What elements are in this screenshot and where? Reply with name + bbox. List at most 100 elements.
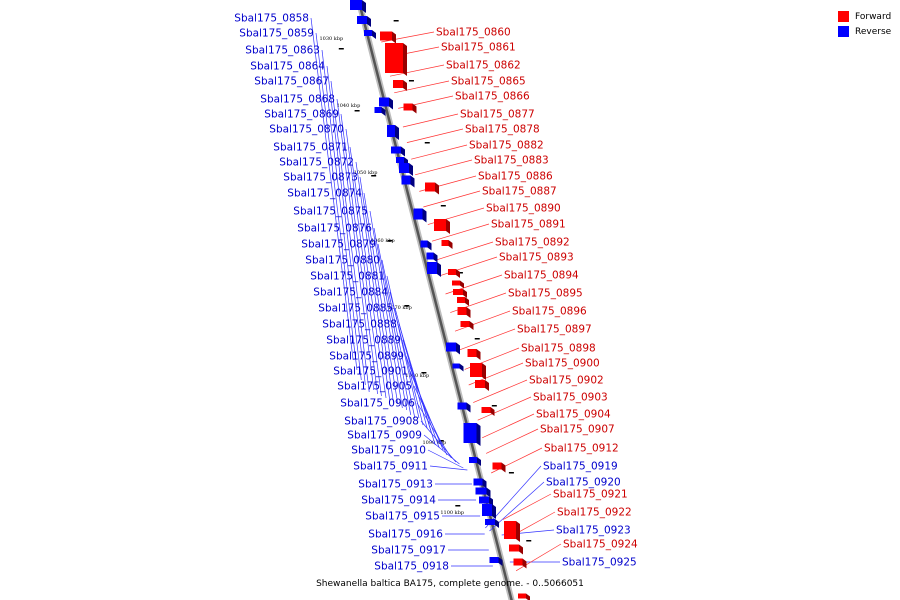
reverse-feature-4[interactable] bbox=[379, 97, 393, 110]
reverse-feature-24[interactable] bbox=[485, 519, 499, 528]
gene-label-sbal175-0909[interactable]: Sbal175_0909 bbox=[347, 430, 422, 442]
gene-label-sbal175-0925[interactable]: Sbal175_0925 bbox=[562, 557, 637, 569]
forward-feature-18[interactable] bbox=[492, 462, 506, 473]
forward-feature-19[interactable] bbox=[504, 521, 520, 542]
forward-feature-16[interactable] bbox=[475, 380, 489, 391]
gene-label-sbal175-0903[interactable]: Sbal175_0903 bbox=[533, 392, 608, 404]
gene-label-sbal175-0872[interactable]: Sbal175_0872 bbox=[279, 157, 354, 169]
gene-label-sbal175-0886[interactable]: Sbal175_0886 bbox=[478, 171, 553, 183]
gene-label-sbal175-0892[interactable]: Sbal175_0892 bbox=[495, 237, 570, 249]
gene-label-sbal175-0861[interactable]: Sbal175_0861 bbox=[441, 42, 516, 54]
gene-label-sbal175-0900[interactable]: Sbal175_0900 bbox=[525, 358, 600, 370]
gene-label-sbal175-0908[interactable]: Sbal175_0908 bbox=[344, 416, 419, 428]
gene-label-sbal175-0890[interactable]: Sbal175_0890 bbox=[486, 203, 561, 215]
reverse-feature-2[interactable] bbox=[357, 16, 371, 27]
reverse-feature-6[interactable] bbox=[387, 125, 399, 140]
reverse-feature-7[interactable] bbox=[391, 146, 405, 157]
reverse-feature-23[interactable] bbox=[482, 504, 496, 519]
gene-label-sbal175-0923[interactable]: Sbal175_0923 bbox=[556, 525, 631, 537]
gene-label-sbal175-0865[interactable]: Sbal175_0865 bbox=[451, 76, 526, 88]
gene-label-sbal175-0899[interactable]: Sbal175_0899 bbox=[329, 351, 404, 363]
gene-label-sbal175-0897[interactable]: Sbal175_0897 bbox=[517, 324, 592, 336]
gene-label-sbal175-0874[interactable]: Sbal175_0874 bbox=[287, 188, 362, 200]
gene-label-sbal175-0894[interactable]: Sbal175_0894 bbox=[504, 270, 579, 282]
reverse-feature-14[interactable] bbox=[427, 262, 441, 277]
gene-label-sbal175-0902[interactable]: Sbal175_0902 bbox=[529, 375, 604, 387]
gene-label-sbal175-0882[interactable]: Sbal175_0882 bbox=[469, 140, 544, 152]
gene-label-sbal175-0858[interactable]: Sbal175_0858 bbox=[234, 13, 309, 25]
gene-label-sbal175-0914[interactable]: Sbal175_0914 bbox=[361, 495, 436, 507]
gene-label-sbal175-0915[interactable]: Sbal175_0915 bbox=[365, 511, 440, 523]
gene-label-sbal175-0905[interactable]: Sbal175_0905 bbox=[337, 381, 412, 393]
forward-feature-13[interactable] bbox=[460, 321, 474, 330]
gene-label-sbal175-0866[interactable]: Sbal175_0866 bbox=[455, 91, 530, 103]
reverse-feature-9[interactable] bbox=[399, 163, 413, 176]
reverse-feature-11[interactable] bbox=[413, 208, 427, 223]
gene-label-sbal175-0878[interactable]: Sbal175_0878 bbox=[465, 124, 540, 136]
gene-label-sbal175-0910[interactable]: Sbal175_0910 bbox=[351, 445, 426, 457]
reverse-feature-3[interactable] bbox=[364, 30, 376, 39]
gene-label-sbal175-0913[interactable]: Sbal175_0913 bbox=[358, 479, 433, 491]
gene-label-sbal175-0864[interactable]: Sbal175_0864 bbox=[250, 61, 325, 73]
reverse-feature-13[interactable] bbox=[426, 252, 438, 263]
forward-feature-8[interactable] bbox=[448, 269, 460, 278]
forward-feature-22[interactable] bbox=[518, 593, 530, 600]
reverse-feature-25[interactable] bbox=[489, 557, 503, 566]
gene-label-sbal175-0912[interactable]: Sbal175_0912 bbox=[544, 443, 619, 455]
reverse-feature-10[interactable] bbox=[401, 175, 415, 188]
gene-label-sbal175-0869[interactable]: Sbal175_0869 bbox=[264, 109, 339, 121]
forward-feature-9[interactable] bbox=[452, 280, 464, 289]
gene-label-sbal175-0920[interactable]: Sbal175_0920 bbox=[546, 477, 621, 489]
forward-feature-20[interactable] bbox=[509, 544, 523, 555]
reverse-feature-18[interactable] bbox=[463, 423, 481, 446]
gene-label-sbal175-0893[interactable]: Sbal175_0893 bbox=[499, 252, 574, 264]
gene-label-sbal175-0898[interactable]: Sbal175_0898 bbox=[521, 343, 596, 355]
forward-feature-21[interactable] bbox=[513, 558, 527, 569]
gene-label-sbal175-0888[interactable]: Sbal175_0888 bbox=[322, 319, 397, 331]
gene-label-sbal175-0901[interactable]: Sbal175_0901 bbox=[333, 366, 408, 378]
reverse-feature-16[interactable] bbox=[452, 363, 464, 372]
gene-label-sbal175-0891[interactable]: Sbal175_0891 bbox=[491, 219, 566, 231]
gene-label-sbal175-0906[interactable]: Sbal175_0906 bbox=[340, 398, 415, 410]
forward-feature-10[interactable] bbox=[453, 289, 467, 298]
forward-feature-12[interactable] bbox=[457, 307, 471, 318]
forward-feature-6[interactable] bbox=[434, 219, 450, 234]
gene-label-sbal175-0922[interactable]: Sbal175_0922 bbox=[557, 507, 632, 519]
reverse-feature-15[interactable] bbox=[446, 342, 460, 355]
gene-label-sbal175-0868[interactable]: Sbal175_0868 bbox=[260, 94, 335, 106]
gene-label-sbal175-0875[interactable]: Sbal175_0875 bbox=[293, 206, 368, 218]
gene-label-sbal175-0895[interactable]: Sbal175_0895 bbox=[508, 288, 583, 300]
gene-label-sbal175-0919[interactable]: Sbal175_0919 bbox=[543, 461, 618, 473]
gene-label-sbal175-0859[interactable]: Sbal175_0859 bbox=[239, 28, 314, 40]
gene-label-sbal175-0907[interactable]: Sbal175_0907 bbox=[540, 424, 615, 436]
reverse-feature-21[interactable] bbox=[475, 487, 491, 498]
gene-label-sbal175-0918[interactable]: Sbal175_0918 bbox=[374, 561, 449, 573]
forward-feature-5[interactable] bbox=[425, 182, 439, 195]
gene-label-sbal175-0883[interactable]: Sbal175_0883 bbox=[474, 155, 549, 167]
gene-label-sbal175-0916[interactable]: Sbal175_0916 bbox=[368, 529, 443, 541]
reverse-feature-12[interactable] bbox=[420, 240, 432, 251]
gene-label-sbal175-0881[interactable]: Sbal175_0881 bbox=[310, 271, 385, 283]
forward-feature-17[interactable] bbox=[481, 407, 495, 416]
gene-label-sbal175-0889[interactable]: Sbal175_0889 bbox=[326, 335, 401, 347]
gene-label-sbal175-0879[interactable]: Sbal175_0879 bbox=[301, 239, 376, 251]
forward-feature-1[interactable] bbox=[380, 31, 396, 44]
gene-label-sbal175-0880[interactable]: Sbal175_0880 bbox=[305, 255, 380, 267]
gene-label-sbal175-0911[interactable]: Sbal175_0911 bbox=[353, 461, 428, 473]
gene-label-sbal175-0863[interactable]: Sbal175_0863 bbox=[245, 45, 320, 57]
gene-label-sbal175-0921[interactable]: Sbal175_0921 bbox=[553, 489, 628, 501]
gene-label-sbal175-0904[interactable]: Sbal175_0904 bbox=[536, 409, 611, 421]
gene-label-sbal175-0873[interactable]: Sbal175_0873 bbox=[283, 172, 358, 184]
forward-feature-15[interactable] bbox=[470, 363, 486, 380]
gene-label-sbal175-0870[interactable]: Sbal175_0870 bbox=[269, 124, 344, 136]
reverse-feature-5[interactable] bbox=[374, 107, 386, 116]
gene-label-sbal175-0867[interactable]: Sbal175_0867 bbox=[254, 76, 329, 88]
forward-feature-3[interactable] bbox=[393, 80, 407, 91]
gene-label-sbal175-0877[interactable]: Sbal175_0877 bbox=[460, 109, 535, 121]
gene-label-sbal175-0876[interactable]: Sbal175_0876 bbox=[297, 223, 372, 235]
gene-label-sbal175-0917[interactable]: Sbal175_0917 bbox=[371, 545, 446, 557]
forward-feature-11[interactable] bbox=[457, 297, 469, 306]
reverse-feature-1[interactable] bbox=[350, 0, 366, 13]
gene-label-sbal175-0862[interactable]: Sbal175_0862 bbox=[446, 60, 521, 72]
gene-label-sbal175-0884[interactable]: Sbal175_0884 bbox=[313, 287, 388, 299]
